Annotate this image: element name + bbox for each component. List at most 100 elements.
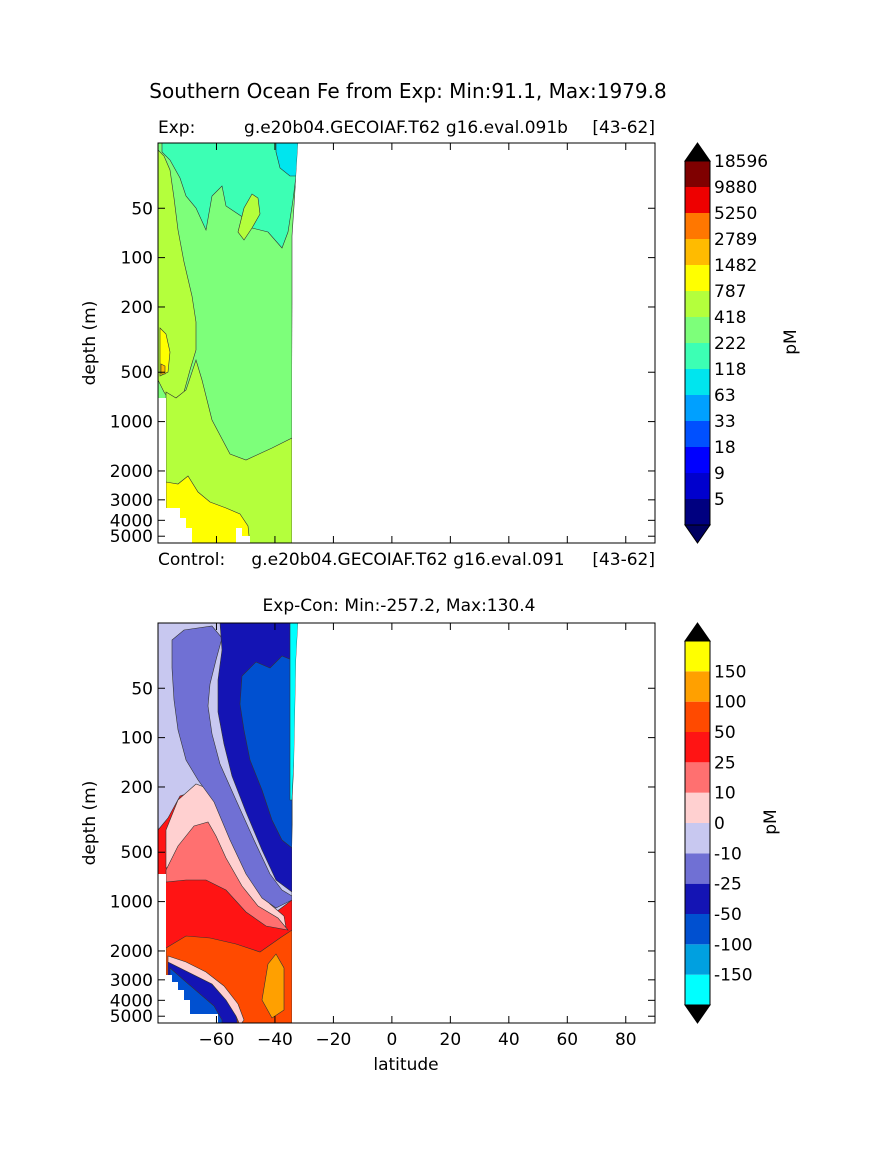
top-y-tick-label: 500	[121, 363, 153, 383]
top-colorbar-over-arrow	[684, 142, 711, 162]
top-contour-band-787-deep	[165, 475, 251, 543]
top-colorbar-tick-label: 18	[714, 438, 736, 458]
bottom-colorbar-block	[685, 732, 710, 763]
top-colorbar-label: pM	[781, 329, 801, 354]
top-y-tick-label: 3000	[110, 491, 153, 511]
top-contour-field	[158, 143, 655, 543]
bottom-x-tick-label: 20	[440, 1030, 462, 1050]
top-colorbar-block	[685, 239, 710, 265]
top-colorbar-block	[685, 499, 710, 525]
top-y-tick-label: 4000	[110, 511, 153, 531]
bottom-y-tick-label: 50	[131, 679, 153, 699]
bottom-colorbar-tick-label: 0	[714, 814, 725, 834]
top-colorbar-block	[685, 473, 710, 499]
top-x-ticks	[215, 143, 627, 543]
top-mask-right-upper	[292, 143, 655, 366]
top-y-tick-label: 200	[121, 298, 153, 318]
top-colorbar-labels: 5 9 18 33 63 118 222 418 787 1482 2789 5250 9880 1859…	[714, 152, 768, 510]
top-colorbar-block	[685, 395, 710, 421]
bottom-colorbar-block	[685, 883, 710, 914]
top-colorbar-tick-label: 222	[714, 334, 746, 354]
top-title-left: Exp:	[158, 118, 195, 138]
top-mask-bottom-right	[236, 528, 250, 543]
top-colorbar-tick-label: 63	[714, 386, 736, 406]
bottom-mask-left	[158, 874, 166, 1023]
top-axes-frame	[157, 142, 656, 544]
top-contour-band-118	[161, 143, 299, 249]
top-colorbar-block	[685, 213, 710, 239]
top-colorbar: 5 9 18 33 63 118 222 418 787 1482 2789 5250 9880 1859…	[684, 142, 801, 544]
bottom-colorbar-block	[685, 974, 710, 1005]
top-contour-band-418-left	[158, 149, 197, 399]
top-colorbar-tick-label: 118	[714, 360, 746, 380]
bottom-y-tick-label: 5000	[110, 1007, 153, 1027]
bottom-x-tick-label: −20	[315, 1030, 351, 1050]
top-colorbar-frame	[684, 160, 711, 526]
figure-suptitle: Southern Ocean Fe from Exp: Min:91.1, Ma…	[149, 79, 666, 103]
bottom-colorbar-tick-label: 25	[714, 753, 736, 773]
bottom-xlabel: latitude	[373, 1055, 438, 1075]
top-colorbar-block	[685, 447, 710, 473]
bottom-contour-band-10	[165, 821, 289, 931]
bottom-x-ticks: −60 −40 −20 0 20 40 60 80	[199, 623, 637, 1050]
bottom-colorbar-under-arrow	[684, 1004, 711, 1024]
bottom-colorbar-block	[685, 641, 710, 672]
bottom-contour-band-minus25	[171, 625, 293, 909]
top-colorbar-block	[685, 291, 710, 317]
bottom-colorbar-block	[685, 823, 710, 854]
bottom-y-tick-label: 4000	[110, 991, 153, 1011]
top-title-right: [43-62]	[592, 118, 655, 138]
bottom-y-tick-label: 200	[121, 778, 153, 798]
bottom-contour-band-0-deep	[167, 955, 245, 1023]
top-colorbar-block	[685, 421, 710, 447]
top-y-tick-label: 1000	[110, 413, 153, 433]
top-y-tick-label: 2000	[110, 462, 153, 482]
top-colorbar-tick-label: 5250	[714, 204, 757, 224]
bottom-colorbar-block	[685, 701, 710, 732]
top-colorbar-tick-label: 2789	[714, 230, 757, 250]
top-colorbar-tick-label: 418	[714, 308, 746, 328]
bottom-colorbar-over-arrow	[684, 622, 711, 642]
bottom-mask-right	[292, 845, 655, 1023]
top-colorbar-tick-label: 9880	[714, 178, 757, 198]
bottom-contour-band-minus100	[239, 655, 293, 849]
bottom-panel: Control: g.e20b04.GECOIAF.T62 g16.eval.0…	[80, 550, 656, 1075]
bottom-y-tick-label: 3000	[110, 971, 153, 991]
bottom-title: Exp-Con: Min:-257.2, Max:130.4	[263, 596, 536, 616]
top-colorbar-tick-label: 787	[714, 282, 746, 302]
bottom-colorbar-tick-label: -150	[714, 966, 753, 986]
bottom-mask-right-upper	[292, 623, 655, 846]
top-colorbar-block	[685, 161, 710, 187]
top-contour-band-1482	[160, 363, 166, 375]
top-contour-band-787-mid	[159, 327, 171, 377]
bottom-x-tick-label: 60	[556, 1030, 578, 1050]
bottom-colorbar-tick-label: -100	[714, 935, 753, 955]
bottom-x-tick-label: −60	[199, 1030, 235, 1050]
bottom-axes-frame	[157, 622, 656, 1024]
bottom-colorbar-block	[685, 762, 710, 793]
bottom-colorbar-label: pM	[761, 809, 781, 834]
top-y-tick-label: 50	[131, 199, 153, 219]
bottom-colorbar-tick-label: 150	[714, 662, 746, 682]
bottom-colorbar-block	[685, 792, 710, 823]
top-colorbar-block	[685, 369, 710, 395]
bottom-y-tick-label: 100	[121, 729, 153, 749]
bottom-x-tick-label: 40	[498, 1030, 520, 1050]
bottom-title-left: Control:	[158, 550, 225, 570]
bottom-colorbar-blocks	[684, 622, 711, 1024]
bottom-x-tick-label: 80	[615, 1030, 637, 1050]
top-mask-right	[292, 365, 655, 543]
top-title-center: g.e20b04.GECOIAF.T62 g16.eval.091b	[244, 118, 568, 138]
bottom-colorbar-tick-label: -25	[714, 875, 742, 895]
top-ylabel: depth (m)	[80, 301, 100, 386]
bottom-contour-band-100	[261, 953, 285, 1019]
bottom-y-tick-label: 500	[121, 843, 153, 863]
bottom-contour-field	[158, 623, 655, 1023]
bottom-ylabel: depth (m)	[80, 781, 100, 866]
bottom-colorbar-frame	[684, 640, 711, 1006]
bottom-colorbar-block	[685, 944, 710, 975]
top-colorbar-block	[685, 187, 710, 213]
